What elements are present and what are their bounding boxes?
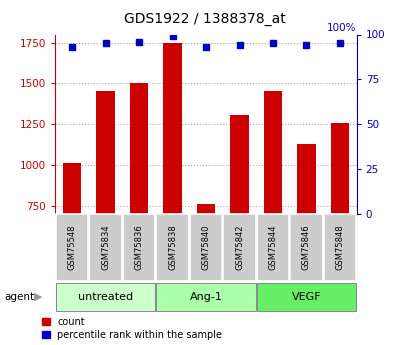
Text: Ang-1: Ang-1 <box>189 292 222 302</box>
Bar <box>163 43 181 214</box>
Bar <box>156 283 255 310</box>
Text: untreated: untreated <box>78 292 133 302</box>
Text: GSM75834: GSM75834 <box>101 225 110 270</box>
Bar <box>256 283 355 310</box>
Bar <box>196 204 215 214</box>
Text: GSM75838: GSM75838 <box>168 225 177 270</box>
Bar <box>156 214 188 281</box>
Bar <box>263 91 281 214</box>
Bar <box>89 214 121 281</box>
Bar <box>223 214 255 281</box>
Bar <box>323 214 355 281</box>
Bar <box>230 115 248 214</box>
Bar <box>56 214 88 281</box>
Bar <box>189 214 222 281</box>
Text: agent: agent <box>4 292 34 302</box>
Bar <box>123 214 155 281</box>
Bar <box>330 124 348 214</box>
Legend: count, percentile rank within the sample: count, percentile rank within the sample <box>42 317 222 340</box>
Bar <box>290 214 322 281</box>
Text: GSM75548: GSM75548 <box>67 225 76 270</box>
Bar <box>96 91 115 214</box>
Bar <box>130 83 148 214</box>
Text: GSM75842: GSM75842 <box>234 225 243 270</box>
Bar <box>297 144 315 214</box>
Text: GSM75840: GSM75840 <box>201 225 210 270</box>
Text: GSM75846: GSM75846 <box>301 225 310 270</box>
Text: GSM75844: GSM75844 <box>268 225 277 270</box>
Bar <box>256 214 288 281</box>
Text: ▶: ▶ <box>34 292 43 302</box>
Text: 100%: 100% <box>326 23 356 33</box>
Bar <box>63 163 81 214</box>
Text: GSM75836: GSM75836 <box>134 225 143 270</box>
Text: VEGF: VEGF <box>291 292 321 302</box>
Text: GSM75848: GSM75848 <box>335 225 344 270</box>
Bar <box>56 283 155 310</box>
Text: GDS1922 / 1388378_at: GDS1922 / 1388378_at <box>124 12 285 26</box>
